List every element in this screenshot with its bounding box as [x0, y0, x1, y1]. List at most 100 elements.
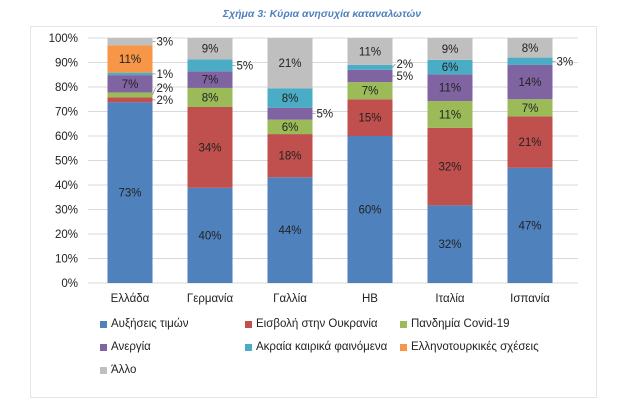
- data-label: 32%: [438, 239, 461, 251]
- bar-segment: [427, 127, 473, 206]
- data-label: 60%: [358, 205, 381, 217]
- legend-swatch: [100, 343, 107, 351]
- data-label: 73%: [118, 188, 141, 200]
- data-label: 11%: [439, 109, 461, 121]
- data-label: 2%: [157, 95, 174, 107]
- y-tick-label: 20%: [55, 229, 78, 241]
- y-tick-label: 50%: [55, 156, 78, 168]
- legend-item: Ακραία καιρικά φαινόμενα: [245, 341, 387, 353]
- chart-title: Σχήμα 3: Κύρια ανησυχία καταναλωτών: [222, 8, 422, 20]
- legend-item: Άλλο: [100, 364, 136, 376]
- leader-line: [152, 87, 156, 96]
- bar-segment: [507, 99, 553, 117]
- data-label: 1%: [157, 69, 174, 81]
- legend-label: Ανεργία: [111, 341, 151, 353]
- chart-frame: [30, 26, 597, 398]
- data-label: 3%: [557, 56, 574, 68]
- bar-segment: [187, 71, 233, 88]
- legend-item: Εισβολή στην Ουκρανία: [245, 318, 378, 330]
- bar-segment: [187, 87, 233, 107]
- y-tick-label: 40%: [55, 180, 78, 192]
- bar-segment: [347, 136, 393, 283]
- data-label: 5%: [237, 60, 254, 72]
- data-label: 15%: [358, 113, 381, 125]
- y-tick-label: 70%: [55, 107, 78, 119]
- bar-segment: [427, 38, 473, 60]
- bar-segment: [267, 119, 313, 135]
- bar-segment: [187, 187, 233, 283]
- data-label: 11%: [119, 54, 141, 66]
- legend-item: Αυξήσεις τιμών: [100, 318, 188, 330]
- data-label: 7%: [522, 103, 539, 115]
- data-label: 3%: [157, 37, 174, 49]
- legend-item: Ανεργία: [100, 341, 151, 353]
- bar-segment: [507, 57, 553, 65]
- legend-label: Άλλο: [111, 364, 137, 376]
- data-label: 2%: [157, 83, 174, 95]
- legend-swatch: [400, 320, 407, 328]
- bar-segment: [267, 134, 313, 178]
- data-label: 7%: [362, 86, 379, 98]
- legend-label: Εισβολή στην Ουκρανία: [256, 318, 378, 330]
- bar-segment: [187, 106, 233, 188]
- data-label: 18%: [278, 151, 301, 163]
- data-label: 5%: [397, 71, 414, 83]
- data-label: 11%: [359, 46, 381, 58]
- x-tick-label: Ισπανία: [510, 293, 550, 305]
- bar-segment: [347, 69, 393, 83]
- y-tick-label: 90%: [55, 58, 78, 70]
- data-label: 7%: [202, 75, 219, 87]
- bar-segment: [347, 82, 393, 100]
- bar-segment: [347, 38, 393, 65]
- y-tick-label: 30%: [55, 205, 78, 217]
- legend-label: Ελληνοτουρκικές σχέσεις: [411, 341, 539, 353]
- legend-swatch: [100, 366, 107, 374]
- x-tick-label: ΗΒ: [362, 293, 378, 305]
- bar-segment: [427, 74, 473, 102]
- data-label: 8%: [282, 93, 299, 105]
- data-label: 6%: [282, 122, 299, 134]
- bar-segment: [107, 92, 153, 98]
- bar-segment: [427, 101, 473, 128]
- bar-segment: [107, 102, 153, 283]
- data-label: 21%: [278, 58, 301, 70]
- y-tick-label: 0%: [61, 278, 78, 290]
- legend-label: Πανδημία Covid-19: [411, 318, 510, 330]
- y-tick-label: 80%: [55, 82, 78, 94]
- bar-segment: [187, 38, 233, 60]
- y-tick-label: 100%: [49, 33, 78, 45]
- bar-segment: [347, 64, 393, 70]
- bar-segment: [107, 97, 153, 103]
- data-label: 7%: [122, 79, 139, 91]
- data-label: 40%: [198, 230, 221, 242]
- data-label: 8%: [202, 92, 219, 104]
- data-label: 2%: [397, 59, 414, 71]
- bar-segment: [107, 75, 153, 93]
- x-tick-label: Γερμανία: [187, 293, 234, 305]
- bar-segment: [507, 64, 553, 100]
- leader-line: [392, 63, 396, 68]
- data-label: 9%: [202, 44, 219, 56]
- bar-segment: [507, 38, 553, 58]
- bar-segment: [107, 38, 153, 46]
- data-label: 8%: [522, 43, 539, 55]
- y-tick-label: 10%: [55, 254, 78, 266]
- bar-segment: [267, 38, 313, 89]
- bar-segment: [427, 205, 473, 283]
- legend-swatch: [100, 320, 107, 328]
- bar-segment: [427, 59, 473, 75]
- bar-segment: [267, 177, 313, 283]
- bar-segment: [507, 167, 553, 283]
- data-label: 47%: [518, 220, 541, 232]
- bar-segment: [267, 107, 313, 120]
- data-label: 21%: [518, 137, 541, 149]
- y-tick-label: 60%: [55, 131, 78, 143]
- legend-swatch: [400, 343, 407, 351]
- legend-item: Πανδημία Covid-19: [400, 318, 510, 330]
- bar-segment: [347, 99, 393, 136]
- bar-segment: [507, 116, 553, 168]
- x-tick-label: Γαλλία: [273, 293, 307, 305]
- legend-label: Ακραία καιρικά φαινόμενα: [256, 341, 388, 353]
- data-label: 5%: [317, 109, 334, 121]
